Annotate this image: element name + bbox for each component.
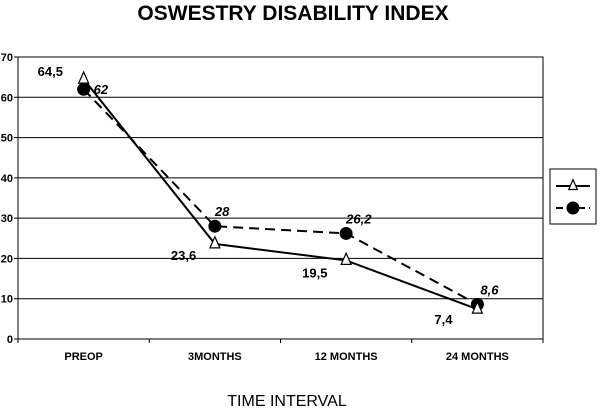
data-label-triangle: 64,5 — [38, 64, 63, 79]
x-tick-label: 12 MONTHS — [315, 351, 378, 363]
data-label-circle: 62 — [94, 82, 109, 97]
x-tick-label: 24 MONTHS — [446, 351, 509, 363]
legend-triangle-marker — [567, 178, 579, 191]
triangle-marker — [77, 70, 90, 84]
y-tick-label: 10 — [1, 294, 13, 306]
y-tick-label: 20 — [1, 253, 13, 265]
triangle-marker — [471, 300, 484, 314]
y-tick-label: 50 — [1, 133, 13, 145]
y-tick-label: 0 — [7, 334, 13, 346]
data-label-triangle: 7,4 — [434, 312, 453, 327]
y-tick-label: 40 — [1, 173, 13, 185]
data-labels: 64,5 23,6 19,5 7,4 62 28 26,2 8,6 — [38, 64, 500, 327]
series-circle — [77, 82, 484, 311]
gridlines — [18, 96, 543, 300]
y-tick-label: 60 — [1, 92, 13, 104]
legend-box — [549, 168, 597, 225]
data-label-triangle: 19,5 — [302, 265, 327, 280]
legend — [549, 168, 597, 225]
series-triangle — [77, 70, 484, 314]
chart-title: OSWESTRY DISABILITY INDEX — [137, 2, 448, 25]
series-line — [82, 88, 478, 306]
circle-marker — [339, 226, 353, 240]
y-axis-ticks: 0 10 20 30 40 50 60 70 — [1, 52, 18, 346]
y-tick-label: 30 — [1, 213, 13, 225]
data-label-circle: 26,2 — [345, 211, 372, 226]
data-label-circle: 28 — [214, 204, 230, 219]
data-label-circle: 8,6 — [480, 282, 499, 297]
triangle-marker — [208, 235, 221, 249]
series-line — [82, 78, 478, 311]
legend-circle-marker — [566, 201, 580, 215]
circle-marker — [208, 219, 222, 233]
triangle-marker — [340, 251, 353, 266]
x-tick-label: 3MONTHS — [188, 351, 242, 363]
x-axis-label: TIME INTERVAL — [227, 393, 347, 410]
x-tick-label: PREOP — [64, 351, 103, 363]
y-tick-label: 70 — [1, 52, 13, 64]
series-layer — [77, 70, 484, 314]
x-axis-ticks: PREOP 3MONTHS 12 MONTHS 24 MONTHS — [17, 339, 544, 363]
data-label-triangle: 23,6 — [171, 248, 196, 263]
